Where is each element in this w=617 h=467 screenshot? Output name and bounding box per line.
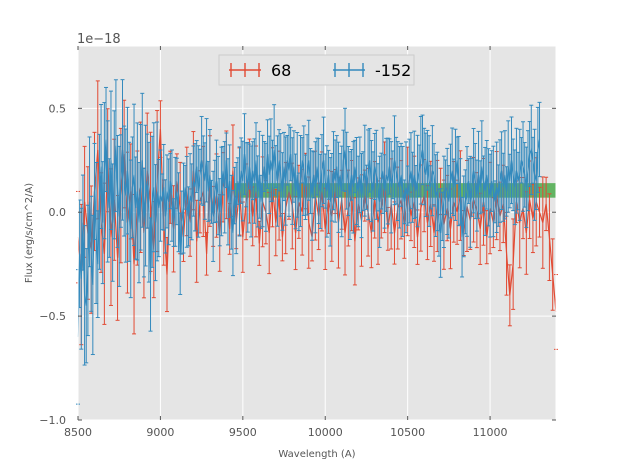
x-axis-label: Wavelength (A) bbox=[278, 449, 355, 460]
x-tick-label: 11000 bbox=[473, 426, 508, 439]
x-tick-label: 10500 bbox=[390, 426, 425, 439]
legend-label: 68 bbox=[271, 61, 291, 80]
y-tick-label: −0.5 bbox=[39, 310, 66, 323]
legend: 68 -152 bbox=[218, 54, 415, 86]
x-tick-label: 9500 bbox=[229, 426, 257, 439]
series-2 bbox=[76, 79, 542, 405]
plot-frame bbox=[77, 45, 557, 421]
x-tick-label: 10000 bbox=[308, 426, 343, 439]
axes: 8500 9000 9500 10000 10500 11000 −1.0 −0.5 0.0 0.… bbox=[39, 45, 557, 439]
y-axis-label: Flux (erg/s/cm^2/A) bbox=[24, 183, 35, 283]
y-tick-label: 0.5 bbox=[49, 102, 67, 115]
series-line bbox=[77, 139, 541, 337]
legend-label: -152 bbox=[375, 61, 411, 80]
series-layer bbox=[76, 79, 558, 405]
x-tick-label: 8500 bbox=[64, 426, 92, 439]
y-tick-label: −1.0 bbox=[39, 414, 66, 427]
x-tick-label: 9000 bbox=[146, 426, 174, 439]
y-offset-text: 1e−18 bbox=[77, 32, 121, 47]
series-line bbox=[77, 129, 557, 313]
y-tick-label: 0.0 bbox=[49, 206, 67, 219]
